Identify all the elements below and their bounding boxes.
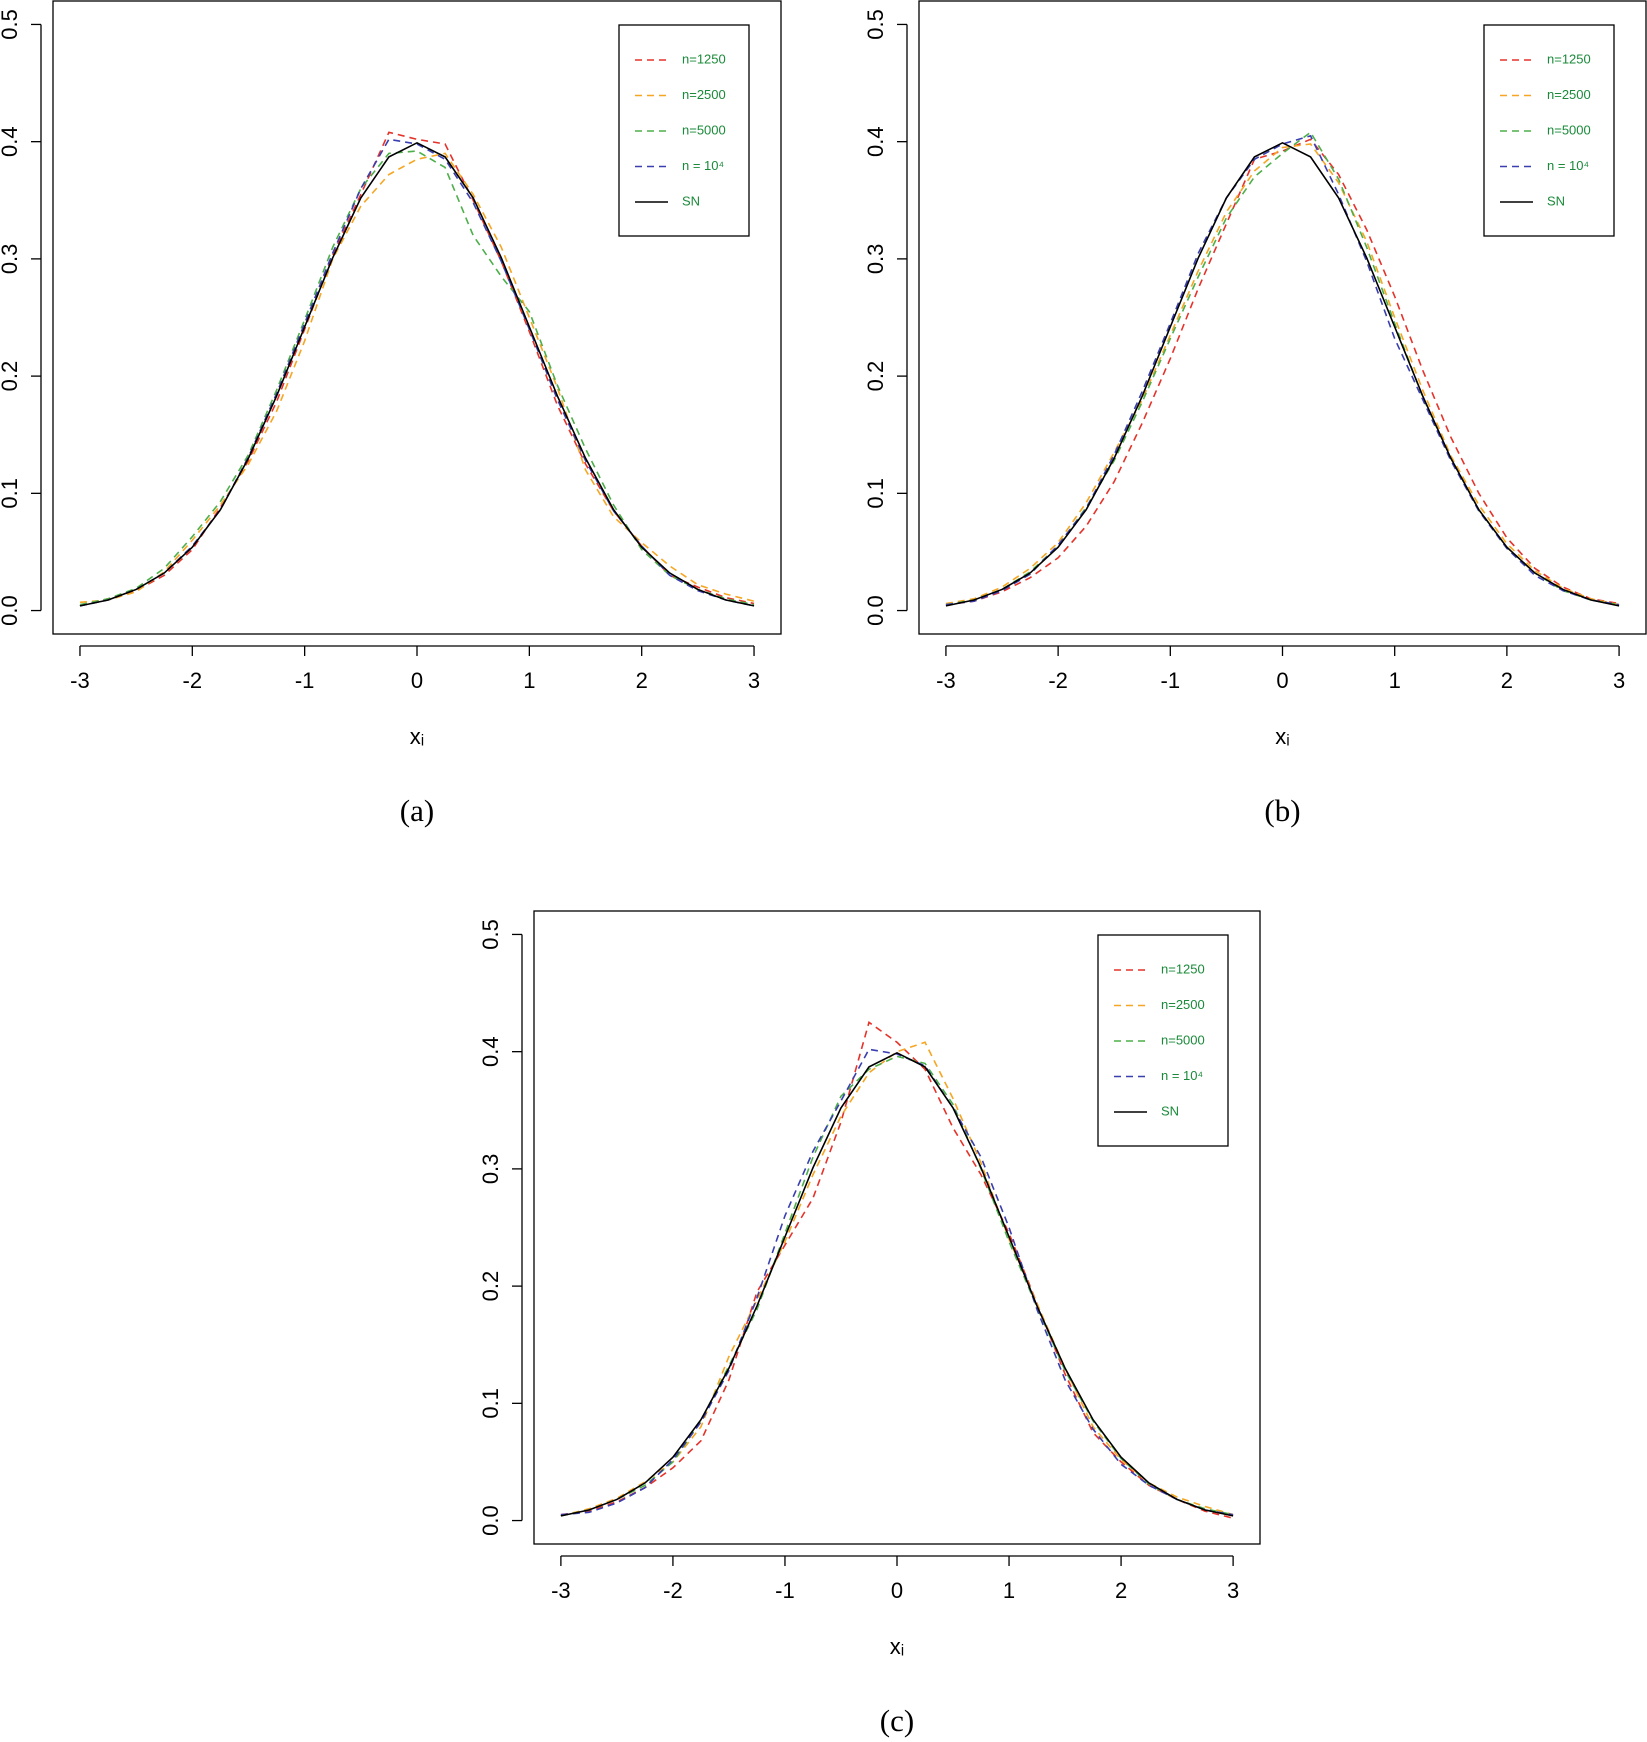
legend-label: n=5000 xyxy=(1547,122,1591,137)
legend-label: SN xyxy=(1161,1103,1179,1118)
legend-label: n=1250 xyxy=(1547,51,1591,66)
y-tick-label: 0.5 xyxy=(863,9,888,40)
series-line xyxy=(560,1021,1234,1519)
caption: (b) xyxy=(1264,793,1300,828)
x-tick-label: -3 xyxy=(936,668,956,693)
x-tick-label: 0 xyxy=(411,668,423,693)
legend-label: n=1250 xyxy=(1161,961,1205,976)
x-tick-label: 0 xyxy=(1276,668,1288,693)
y-tick-label: 0.2 xyxy=(478,1271,503,1302)
plot-frame xyxy=(918,0,1647,635)
y-tick-label: 0.3 xyxy=(0,244,22,275)
y-tick-label: 0.0 xyxy=(863,595,888,626)
y-tick-label: 0.2 xyxy=(0,361,22,392)
y-tick-label: 0.0 xyxy=(0,595,22,626)
legend-label: n = 10⁴ xyxy=(1161,1068,1203,1083)
x-axis-label: xᵢ xyxy=(410,724,424,749)
x-tick-label: 2 xyxy=(1115,1578,1127,1603)
legend: n=1250 n=2500 n=5000 n = 10⁴ SN xyxy=(1483,24,1615,237)
x-tick-label: -3 xyxy=(70,668,90,693)
x-tick-label: 1 xyxy=(1389,668,1401,693)
legend-label: n=5000 xyxy=(1161,1032,1205,1047)
y-tick-label: 0.1 xyxy=(863,478,888,509)
y-tick-label: 0.4 xyxy=(478,1036,503,1067)
series-line xyxy=(79,152,755,604)
series-line xyxy=(560,1055,1234,1517)
series-line xyxy=(945,143,1620,606)
y-tick-label: 0.3 xyxy=(863,244,888,275)
chart-panel: -3 -2 -1 0 1 2 30.00.10.20.30.40.5xᵢ(c)n=1250n… xyxy=(478,910,1261,1738)
legend-label: n=5000 xyxy=(682,122,726,137)
y-tick-label: 0.5 xyxy=(478,919,503,950)
legend-label: SN xyxy=(1547,193,1565,208)
x-tick-label: 1 xyxy=(523,668,535,693)
x-tick-label: 1 xyxy=(1003,1578,1015,1603)
x-axis-label: xᵢ xyxy=(890,1634,904,1659)
legend-label: n=2500 xyxy=(1547,87,1591,102)
caption: (c) xyxy=(880,1703,914,1738)
y-tick-label: 0.2 xyxy=(863,361,888,392)
series-line xyxy=(945,134,1620,606)
plot-frame xyxy=(52,0,782,635)
legend-label: n = 10⁴ xyxy=(1547,158,1589,173)
legend-label: n = 10⁴ xyxy=(682,158,724,173)
x-tick-label: 0 xyxy=(891,1578,903,1603)
series-line xyxy=(79,141,755,607)
series-line xyxy=(560,1048,1234,1516)
legend-label: n=2500 xyxy=(682,87,726,102)
x-tick-label: -3 xyxy=(551,1578,571,1603)
series-line xyxy=(79,150,755,606)
x-tick-label: -1 xyxy=(295,668,315,693)
x-tick-label: 2 xyxy=(636,668,648,693)
legend-label: n=2500 xyxy=(1161,997,1205,1012)
y-tick-label: 0.3 xyxy=(478,1154,503,1185)
y-tick-label: 0.4 xyxy=(863,126,888,157)
chart-panel: -3 -2 -1 0 1 2 30.00.10.20.30.40.5xᵢ(b)n=1250n… xyxy=(863,0,1647,828)
legend: n=1250 n=2500 n=5000 n = 10⁴ SN xyxy=(1097,934,1229,1147)
y-tick-label: 0.1 xyxy=(0,478,22,509)
x-tick-label: 2 xyxy=(1501,668,1513,693)
y-tick-label: 0.1 xyxy=(478,1388,503,1419)
x-tick-label: -1 xyxy=(1161,668,1181,693)
x-tick-label: -2 xyxy=(183,668,203,693)
x-tick-label: 3 xyxy=(1227,1578,1239,1603)
chart-panel: -3 -2 -1 0 1 2 30.00.10.20.30.40.5xᵢ(a)n=1250n… xyxy=(0,0,782,828)
x-tick-label: 3 xyxy=(748,668,760,693)
legend-label: n=1250 xyxy=(682,51,726,66)
y-tick-label: 0.4 xyxy=(0,126,22,157)
x-tick-label: -2 xyxy=(1048,668,1068,693)
series-line xyxy=(945,138,1620,606)
x-tick-label: -1 xyxy=(775,1578,795,1603)
legend: n=1250 n=2500 n=5000 n = 10⁴ SN xyxy=(618,24,750,237)
x-axis-label: xᵢ xyxy=(1275,724,1289,749)
series-line xyxy=(560,1051,1234,1517)
y-tick-label: 0.5 xyxy=(0,9,22,40)
plot-frame xyxy=(533,910,1261,1545)
series-line xyxy=(79,138,755,607)
x-tick-label: 3 xyxy=(1613,668,1625,693)
x-tick-label: -2 xyxy=(663,1578,683,1603)
y-tick-label: 0.0 xyxy=(478,1505,503,1536)
series-line xyxy=(945,141,1620,607)
legend-label: SN xyxy=(682,193,700,208)
caption: (a) xyxy=(400,793,434,828)
